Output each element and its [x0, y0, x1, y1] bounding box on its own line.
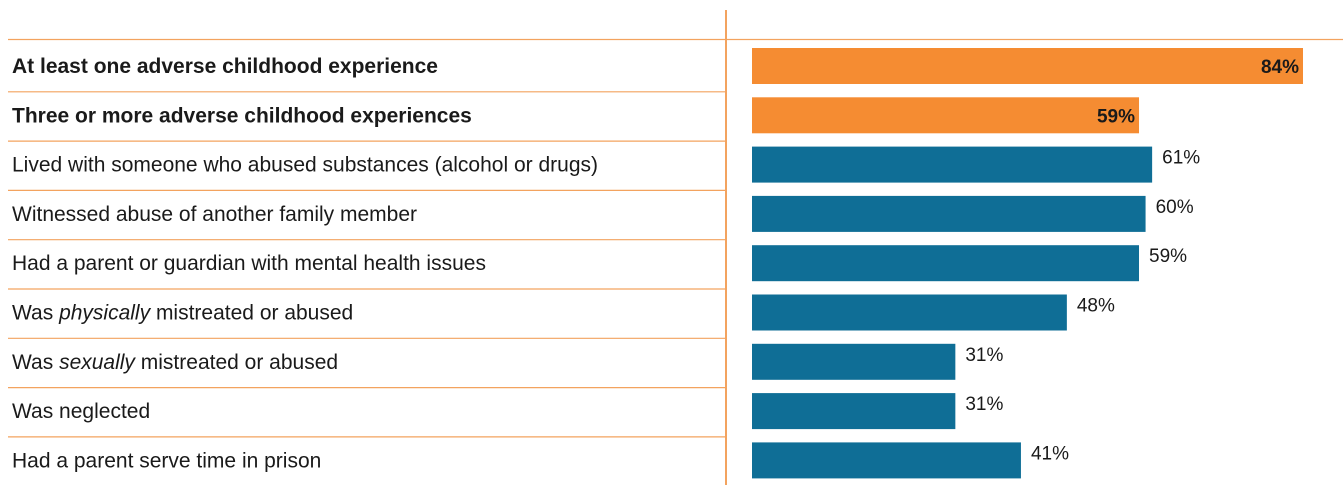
- category-label: Three or more adverse childhood experien…: [12, 104, 472, 127]
- bar: [752, 294, 1067, 331]
- category-label: Was sexually mistreated or abused: [12, 351, 338, 374]
- value-label: 61%: [1162, 148, 1200, 169]
- value-label: 31%: [965, 345, 1003, 366]
- category-label: At least one adverse childhood experienc…: [12, 55, 438, 78]
- category-label: Witnessed abuse of another family member: [12, 203, 417, 226]
- value-label: 60%: [1156, 197, 1194, 218]
- bar: [752, 343, 956, 380]
- value-label: 48%: [1077, 296, 1115, 317]
- category-label: Was neglected: [12, 400, 150, 423]
- value-label: 84%: [1261, 57, 1299, 78]
- bar: [752, 195, 1146, 232]
- bar: [752, 146, 1153, 183]
- category-label: Had a parent or guardian with mental hea…: [12, 252, 486, 275]
- bar: [752, 48, 1303, 84]
- bar: [752, 245, 1140, 282]
- category-label: Had a parent serve time in prison: [12, 449, 321, 472]
- value-label: 59%: [1149, 246, 1187, 267]
- bar: [752, 442, 1021, 479]
- bar: [752, 393, 956, 430]
- value-label: 41%: [1031, 443, 1069, 464]
- category-label: Was physically mistreated or abused: [12, 302, 353, 325]
- value-label: 31%: [965, 394, 1003, 415]
- bar: [752, 97, 1140, 134]
- value-label: 59%: [1097, 106, 1135, 127]
- category-label: Lived with someone who abused substances…: [12, 154, 598, 177]
